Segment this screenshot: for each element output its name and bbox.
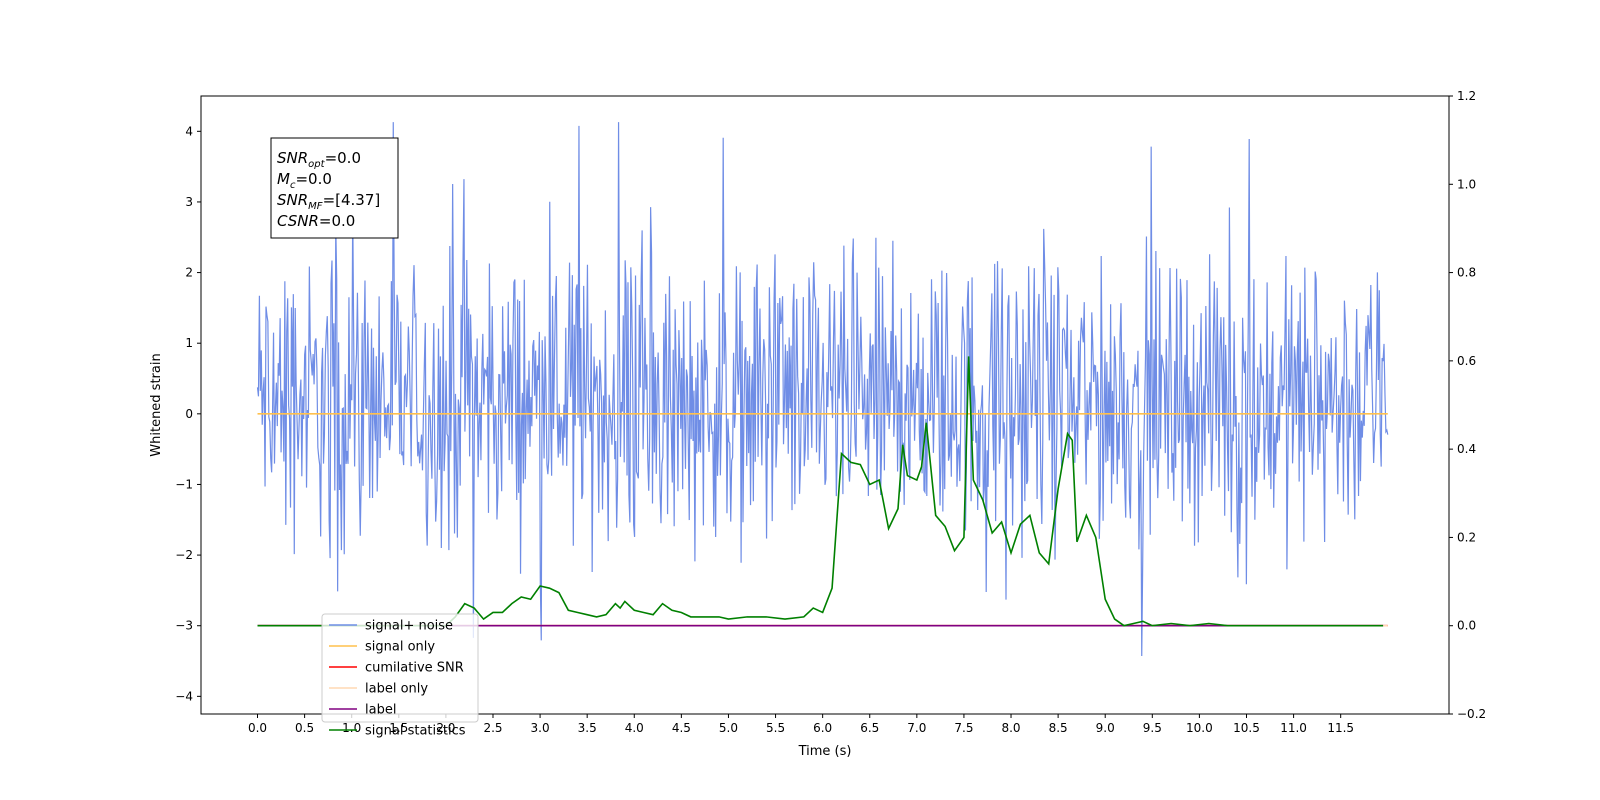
y-tick-label: −1: [175, 477, 193, 491]
x-tick-label: 9.5: [1143, 721, 1162, 735]
y-tick-label: 4: [185, 124, 193, 138]
x-tick-label: 6.5: [860, 721, 879, 735]
y-tick-label: −2: [175, 548, 193, 562]
y2-tick-label: 1.0: [1457, 177, 1476, 191]
x-tick-label: 4.0: [625, 721, 644, 735]
y2-tick-label: −0.2: [1457, 707, 1486, 721]
annotation-line: CSNR=0.0: [277, 212, 355, 230]
y-axis-ticks: 4 3 2 1 0 −1 −2 −3 −4: [175, 124, 201, 703]
y-tick-label: 0: [185, 407, 193, 421]
series-signal-statistics-line: [257, 356, 1384, 627]
x-tick-label: 7.0: [907, 721, 926, 735]
y2-tick-label: 1.2: [1457, 89, 1476, 103]
y-tick-label: −3: [175, 619, 193, 633]
legend: signal+ noise signal only cumilative SNR la…: [321, 613, 479, 739]
x-tick-label: 7.5: [954, 721, 973, 735]
annotation-frame: [270, 137, 399, 239]
x-tick-label: 8.5: [1049, 721, 1068, 735]
x-tick-label: 4.5: [672, 721, 691, 735]
annotation-line: SNRopt=0.0: [277, 149, 361, 170]
x-tick-label: 9.0: [1096, 721, 1115, 735]
legend-frame: [321, 613, 479, 723]
legend-label-cumilative-snr: cumilative SNR: [365, 661, 464, 676]
y2-tick-label: 0.6: [1457, 354, 1476, 368]
x-tick-label: 6.0: [813, 721, 832, 735]
x-tick-label: 0.0: [248, 721, 267, 735]
y-tick-label: 3: [185, 195, 193, 209]
x-tick-label: 5.0: [719, 721, 738, 735]
x-tick-label: 11.5: [1327, 721, 1354, 735]
y2-tick-label: 0.8: [1457, 266, 1476, 280]
legend-label-signal-only: signal only: [365, 640, 435, 655]
x-tick-label: 2.0: [436, 721, 455, 735]
x-tick-label: 10.0: [1186, 721, 1213, 735]
x-tick-label: 1.5: [389, 721, 408, 735]
y2-axis-ticks: 1.2 1.0 0.8 0.6 0.4 0.2 0.0 −0.2: [1449, 89, 1486, 721]
x-tick-label: 5.5: [766, 721, 785, 735]
series-signal-noise-line: [256, 122, 1389, 657]
x-tick-label: 3.5: [578, 721, 597, 735]
y-tick-label: 1: [185, 336, 193, 350]
legend-label-signal-statistics: signal statistics: [365, 724, 466, 739]
annotation-line: Mc=0.0: [277, 170, 332, 191]
x-tick-label: 8.0: [1001, 721, 1020, 735]
x-tick-label: 1.0: [342, 721, 361, 735]
annotation-line: SNRMF=[4.37]: [277, 191, 380, 212]
legend-label-label-only: label only: [365, 682, 428, 697]
x-tick-label: 11.0: [1280, 721, 1307, 735]
y-tick-label: 2: [185, 266, 193, 280]
plot-area-frame: [200, 95, 1450, 715]
x-tick-label: 3.0: [531, 721, 550, 735]
y2-tick-label: 0.4: [1457, 442, 1476, 456]
x-tick-label: 2.5: [483, 721, 502, 735]
y-axis-label: Whitened strain: [149, 353, 164, 456]
legend-label-label: label: [365, 703, 396, 718]
y2-tick-label: 0.2: [1457, 530, 1476, 544]
legend-label-signal-noise: signal+ noise: [365, 619, 453, 634]
y-tick-label: −4: [175, 689, 193, 703]
x-tick-label: 0.5: [295, 721, 314, 735]
x-tick-label: 10.5: [1233, 721, 1260, 735]
x-axis-ticks: 0.0 0.5 1.0 1.5 2.0 2.5 3.0 3.5 4.0 4.5 5.0 5.5 6.0 6…: [248, 714, 1354, 735]
x-axis-label: Time (s): [798, 744, 852, 759]
y2-tick-label: 0.0: [1457, 619, 1476, 633]
